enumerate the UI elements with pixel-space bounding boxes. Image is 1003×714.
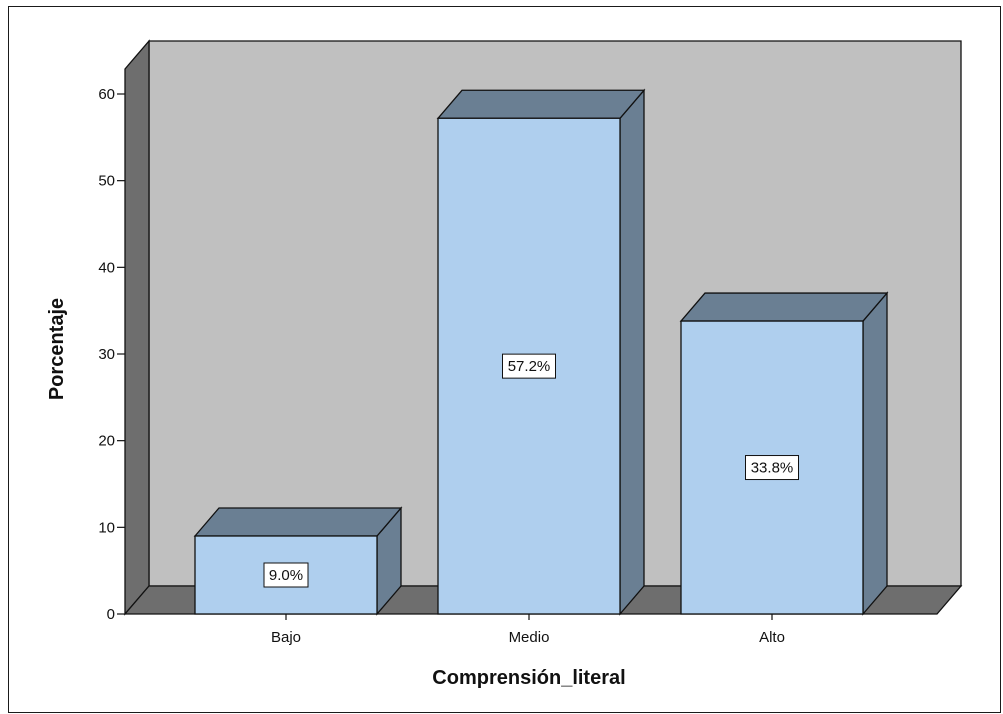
bar-alto: 33.8% [679,291,889,616]
category-label-alto: Alto [759,629,785,646]
y-tick-label-3: 30 [98,346,115,363]
bar-top [679,292,889,322]
category-label-bajo: Bajo [271,629,301,646]
y-tick-label-4: 40 [98,259,115,276]
x-axis: Bajo Medio Alto [271,614,785,646]
chart-frame: 0 10 20 30 40 50 60 9.0% 57.2% 33.8% Bajo Medio Al… [8,6,1001,713]
y-tick-label-0: 0 [107,606,115,623]
y-axis: 0 10 20 30 40 50 60 [98,86,125,623]
data-label: 9.0% [269,567,303,584]
bar-medio: 57.2% [436,88,646,616]
bar-chart: 0 10 20 30 40 50 60 9.0% 57.2% 33.8% Bajo Medio Al… [46,39,963,689]
bar-side [619,88,645,616]
y-tick-label-6: 60 [98,86,115,103]
bar-bajo: 9.0% [193,506,403,616]
y-tick-label-1: 10 [98,519,115,536]
data-label-box [502,353,556,379]
side-wall [124,39,150,616]
y-tick-label-5: 50 [98,173,115,190]
y-tick-label-2: 20 [98,433,115,450]
data-label-box [745,455,799,481]
bar-top [193,507,403,537]
category-label-medio: Medio [509,629,550,646]
data-label: 33.8% [751,460,794,477]
y-axis-title: Porcentaje [46,298,68,400]
data-label-box [263,562,309,588]
bars: 9.0% 57.2% 33.8% [193,88,889,616]
x-axis-title: Comprensión_literal [432,667,625,689]
data-label: 57.2% [508,358,551,375]
bar-side [862,291,888,616]
bar-top [436,89,646,119]
